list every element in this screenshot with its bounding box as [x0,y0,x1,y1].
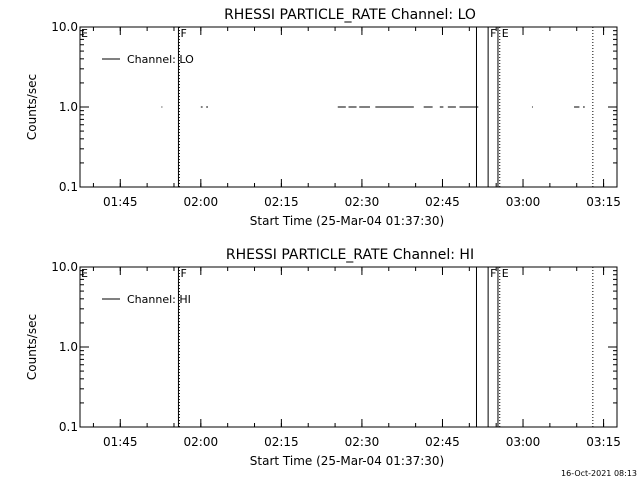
x-tick-label: 03:00 [506,435,541,449]
y-ticks: 0.1 1.0 10.0 [51,20,617,194]
y-tick-label: 10.0 [51,20,78,34]
y-tick-label: 10.0 [51,260,78,274]
x-tick-label: 03:00 [506,195,541,209]
x-tick-label: 01:45 [103,435,138,449]
x-axis-label: Start Time (25-Mar-04 01:37:30) [250,454,444,468]
y-axis-label: Counts/sec [25,74,39,140]
edge-label: E [81,27,88,40]
x-ticks: 01:45 02:00 02:15 02:30 02:45 03:00 03:15 [92,27,621,209]
chart-title: RHESSI PARTICLE_RATE Channel: HI [226,247,474,263]
x-tick-label: 02:30 [345,195,380,209]
y-tick-label: 0.1 [59,180,78,194]
x-tick-label: 01:45 [103,195,138,209]
event-marker-label: E [502,27,509,40]
x-tick-label: 02:30 [345,435,380,449]
x-tick-label: 02:45 [425,435,460,449]
chart-title: RHESSI PARTICLE_RATE Channel: LO [224,7,476,23]
event-marker-label: F [180,27,186,40]
chart-panel-hi: RHESSI PARTICLE_RATE Channel: HI Counts/… [25,247,621,468]
y-tick-label: 1.0 [59,100,78,114]
y-axis-label: Counts/sec [25,314,39,380]
y-ticks: 0.1 1.0 10.0 [51,260,617,434]
x-tick-label: 02:15 [264,195,299,209]
event-marker-label: F [490,267,496,280]
footer-timestamp: 16-Oct-2021 08:13 [561,469,637,478]
x-axis-label: Start Time (25-Mar-04 01:37:30) [250,214,444,228]
event-marker-label: F [180,267,186,280]
y-tick-label: 1.0 [59,340,78,354]
x-tick-label: 02:15 [264,435,299,449]
x-tick-label: 03:15 [586,435,621,449]
event-marker-label: E [502,267,509,280]
x-tick-label: 02:45 [425,195,460,209]
x-tick-label: 03:15 [586,195,621,209]
legend: Channel: LO [102,53,194,66]
y-tick-label: 0.1 [59,420,78,434]
legend-entry: Channel: HI [127,293,191,306]
chart-panel-lo: RHESSI PARTICLE_RATE Channel: LO Counts/… [25,7,621,228]
legend-entry: Channel: LO [127,53,194,66]
edge-label: E [81,267,88,280]
legend: Channel: HI [102,293,191,306]
x-ticks: 01:45 02:00 02:15 02:30 02:45 03:00 03:15 [92,267,621,449]
plot-frame [79,266,618,428]
x-tick-label: 02:00 [184,195,219,209]
event-marker-label: F [490,27,496,40]
x-tick-label: 02:00 [184,435,219,449]
